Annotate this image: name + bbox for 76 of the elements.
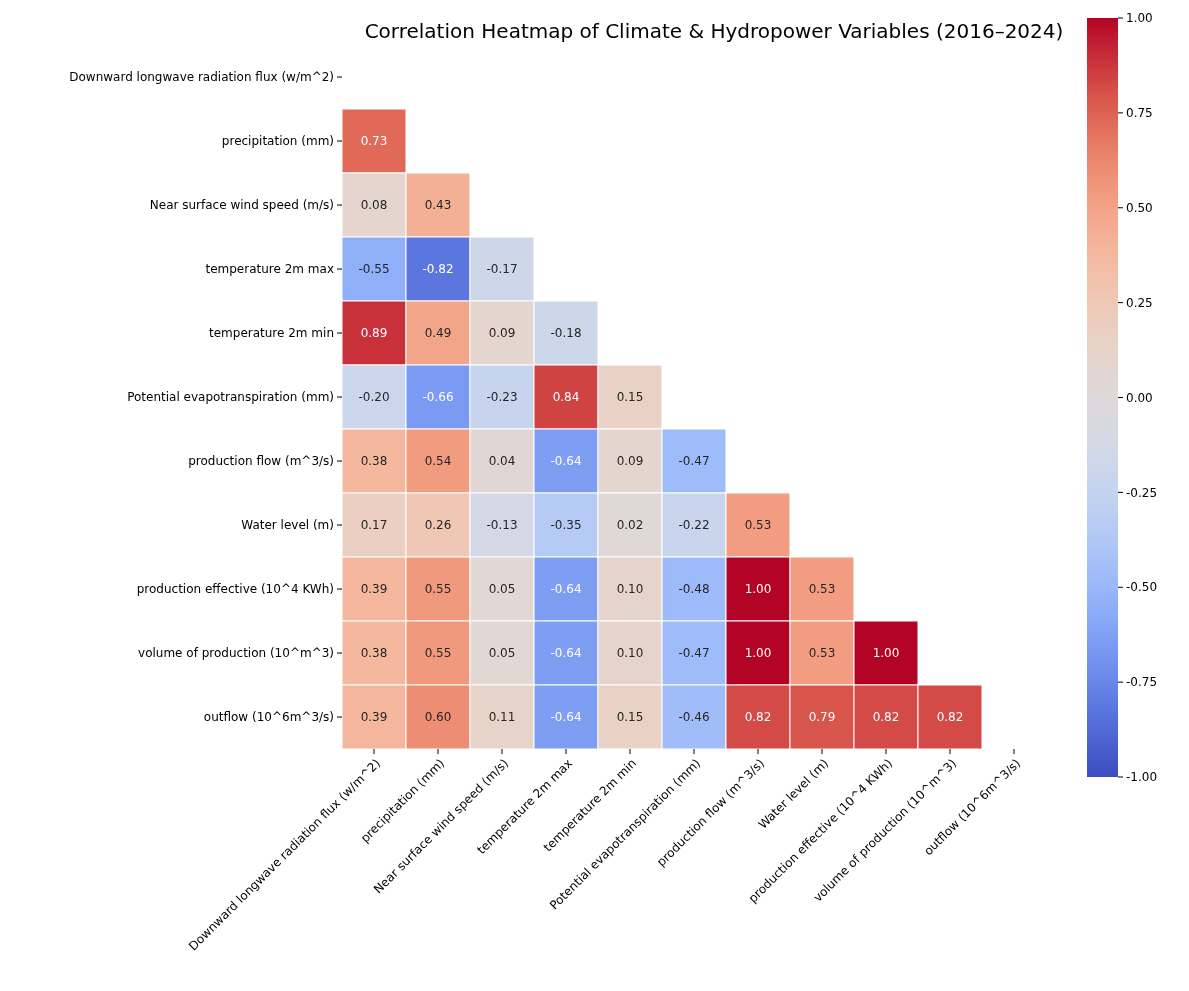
y-tick-label: production effective (10^4 KWh) — [136, 582, 334, 597]
color-bar-label: -1.00 — [1126, 770, 1158, 785]
y-tick-label: Near surface wind speed (m/s) — [149, 198, 334, 213]
data-label: 1.00 — [744, 582, 772, 597]
data-label: 0.04 — [488, 454, 516, 469]
data-label: -0.18 — [550, 326, 582, 341]
data-label: 0.55 — [424, 646, 452, 661]
data-label: 0.73 — [360, 134, 388, 149]
data-label: 0.60 — [424, 710, 452, 725]
data-label: -0.35 — [550, 518, 582, 533]
data-label: -0.46 — [678, 710, 710, 725]
data-label: 0.38 — [360, 646, 388, 661]
data-label: 0.82 — [872, 710, 900, 725]
data-label: 0.09 — [488, 326, 516, 341]
y-tick-label: outflow (10^6m^3/s) — [203, 710, 334, 725]
data-label: 0.53 — [808, 646, 836, 661]
data-label: 0.82 — [936, 710, 964, 725]
color-bar-label: 0.75 — [1126, 106, 1153, 121]
color-bar-label: -0.50 — [1126, 580, 1158, 595]
data-label: 1.00 — [744, 646, 772, 661]
data-label: 0.10 — [616, 582, 644, 597]
data-label: -0.22 — [678, 518, 710, 533]
data-label: 0.54 — [424, 454, 452, 469]
data-label: 0.10 — [616, 646, 644, 661]
y-tick-label: Potential evapotranspiration (mm) — [127, 390, 334, 405]
data-label: -0.47 — [678, 454, 710, 469]
data-label: -0.64 — [550, 582, 582, 597]
y-tick-label: temperature 2m max — [205, 262, 334, 277]
data-label: 0.89 — [360, 326, 388, 341]
data-label: 0.53 — [808, 582, 836, 597]
data-label: -0.64 — [550, 454, 582, 469]
data-label: 0.05 — [488, 646, 516, 661]
y-tick-label: temperature 2m min — [208, 326, 334, 341]
color-bar-label: 0.00 — [1126, 390, 1153, 405]
data-label: 0.15 — [616, 390, 644, 405]
data-label: 0.79 — [808, 710, 836, 725]
color-bar-label: -0.25 — [1126, 485, 1158, 500]
data-label: -0.64 — [550, 646, 582, 661]
data-label: 0.84 — [552, 390, 580, 405]
data-label: 0.39 — [360, 710, 388, 725]
data-label: 0.05 — [488, 582, 516, 597]
data-label: 0.26 — [424, 518, 452, 533]
data-label: 0.11 — [488, 710, 516, 725]
data-label: 0.49 — [424, 326, 452, 341]
y-tick-label: volume of production (10^m^3) — [138, 646, 334, 661]
color-bar-label: 1.00 — [1126, 11, 1153, 26]
data-label: -0.47 — [678, 646, 710, 661]
data-label: -0.64 — [550, 710, 582, 725]
data-label: 0.82 — [744, 710, 772, 725]
data-label: -0.20 — [358, 390, 390, 405]
data-label: -0.82 — [422, 262, 454, 277]
data-label: 0.08 — [360, 198, 388, 213]
data-label: 0.38 — [360, 454, 388, 469]
data-label: 0.17 — [360, 518, 388, 533]
color-bar-label: 0.25 — [1126, 295, 1153, 310]
data-label: 1.00 — [872, 646, 900, 661]
data-label: 0.39 — [360, 582, 388, 597]
data-label: 0.55 — [424, 582, 452, 597]
data-label: 0.53 — [744, 518, 772, 533]
data-label: -0.55 — [358, 262, 390, 277]
data-label: -0.23 — [486, 390, 518, 405]
data-label: 0.15 — [616, 710, 644, 725]
data-label: 0.43 — [424, 198, 452, 213]
data-label: 0.09 — [616, 454, 644, 469]
chart-title: Correlation Heatmap of Climate & Hydropower Variables (2016–2024) — [364, 19, 1064, 43]
y-tick-label: precipitation (mm) — [221, 134, 334, 149]
color-bar-label: 0.50 — [1126, 200, 1153, 215]
y-tick-label: Water level (m) — [241, 518, 334, 533]
data-label: -0.48 — [678, 582, 710, 597]
data-label: -0.66 — [422, 390, 454, 405]
color-bar-label: -0.75 — [1126, 675, 1158, 690]
y-tick-label: production flow (m^3/s) — [188, 454, 334, 469]
data-label: -0.13 — [486, 518, 518, 533]
data-label: 0.02 — [616, 518, 644, 533]
data-label: -0.17 — [486, 262, 518, 277]
y-tick-label: Downward longwave radiation flux (w/m^2) — [69, 70, 334, 85]
